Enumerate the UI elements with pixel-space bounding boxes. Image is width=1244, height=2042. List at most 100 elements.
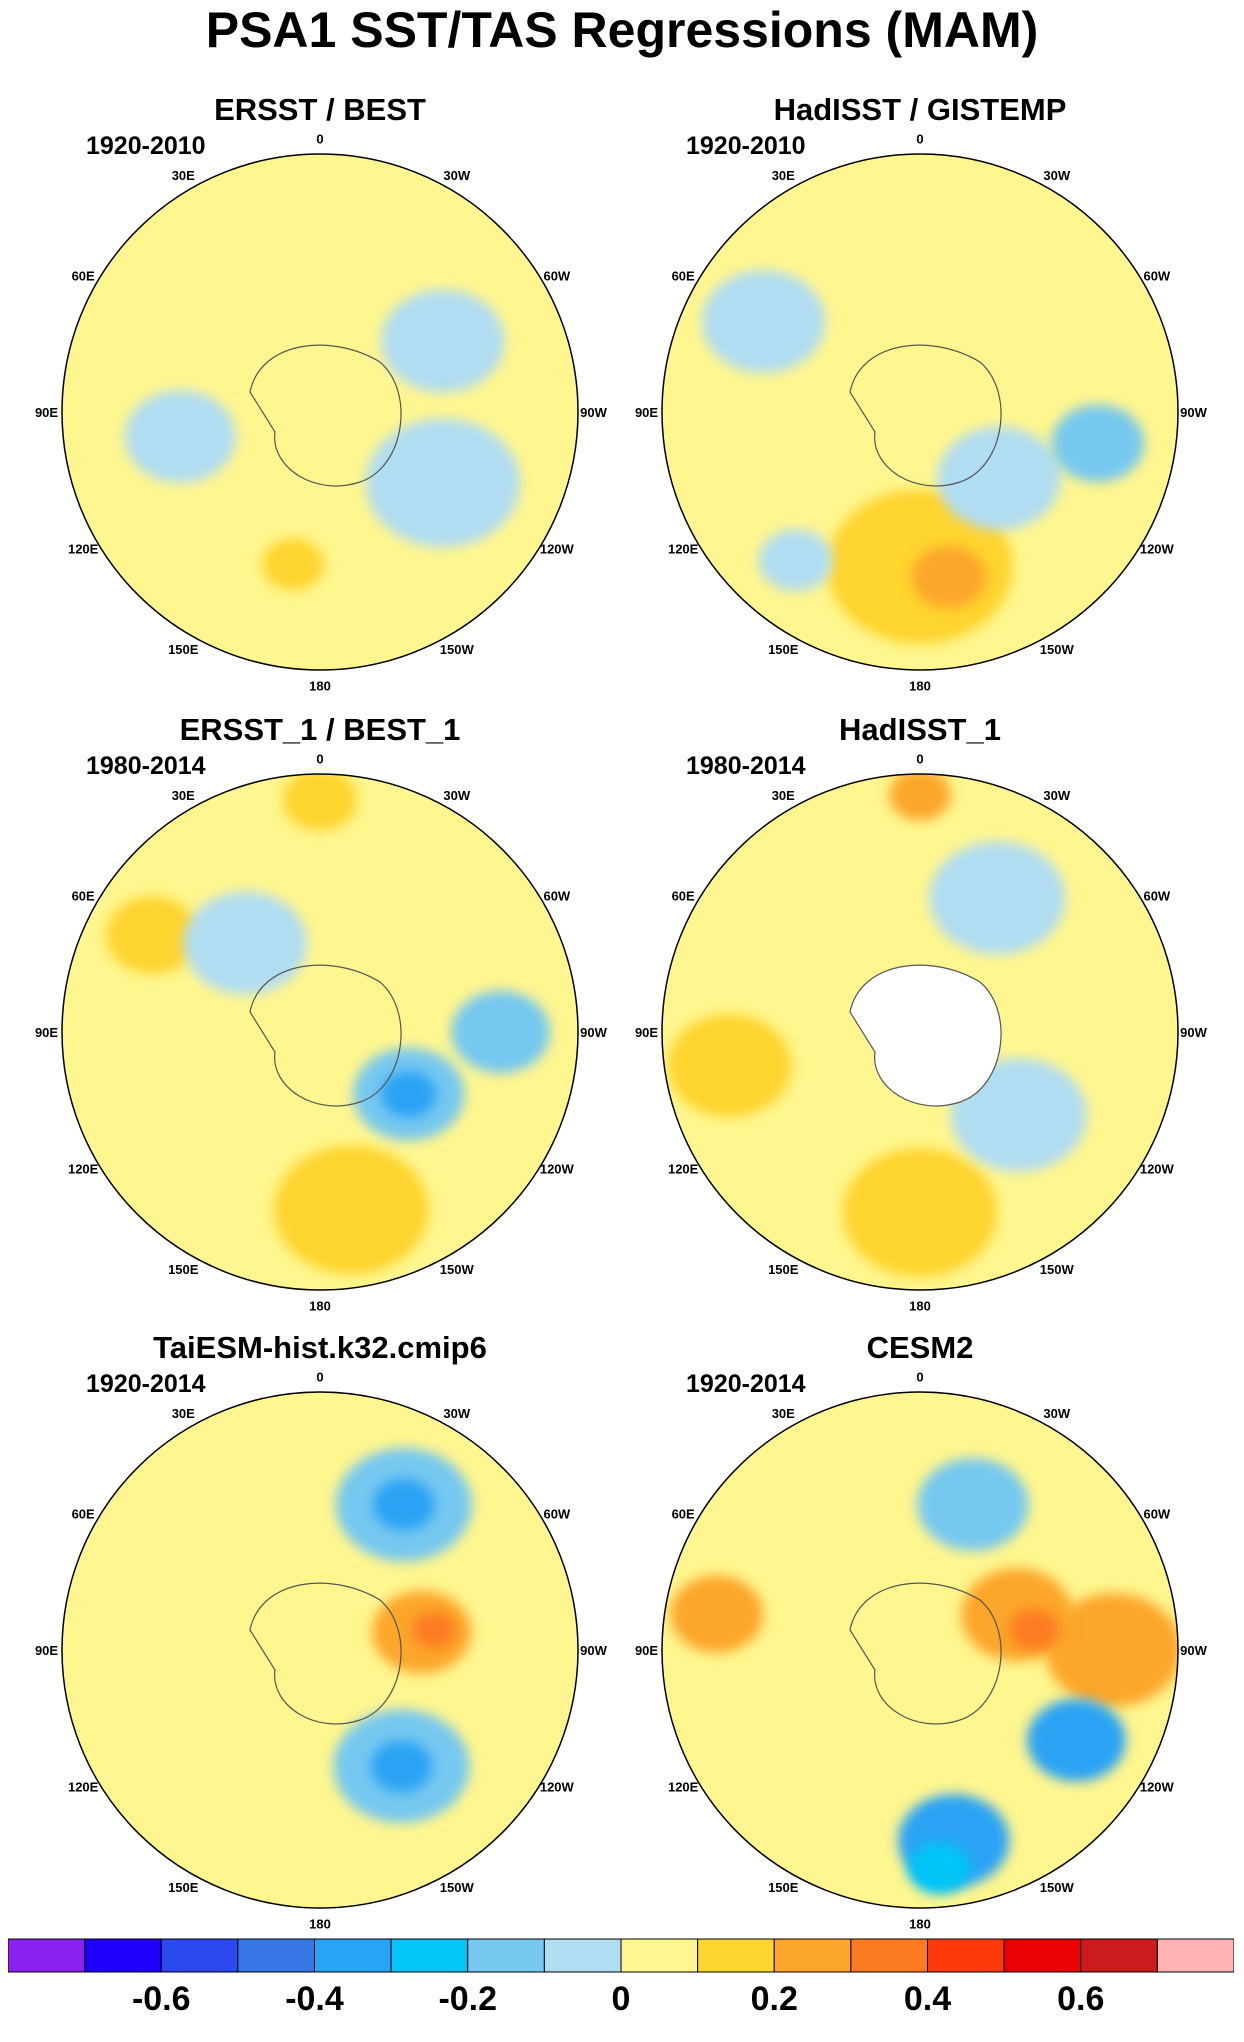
longitude-label: 60E	[672, 1506, 695, 1521]
antarctica-outline	[249, 1582, 402, 1725]
longitude-label: 30E	[172, 168, 195, 183]
longitude-label: 30E	[172, 788, 195, 803]
longitude-label: 120E	[68, 542, 99, 557]
anomaly-region	[667, 1014, 792, 1118]
longitude-label: 0	[316, 752, 323, 767]
antarctica-outline	[849, 964, 1002, 1107]
anomaly-region	[380, 289, 505, 393]
longitude-label: 90E	[35, 1025, 58, 1040]
colorbar-swatch	[237, 1938, 315, 1973]
longitude-label: 120E	[668, 1780, 699, 1795]
anomaly-region	[90, 1612, 245, 1742]
anomaly-region	[380, 1070, 437, 1118]
period-label: 1980-2014	[686, 752, 806, 780]
period-label: 1920-2014	[686, 1370, 806, 1398]
longitude-label: 150W	[440, 1880, 475, 1895]
longitude-label: 90W	[1180, 1643, 1207, 1658]
longitude-label: 90W	[1180, 405, 1207, 420]
colorbar-swatch	[1080, 1938, 1158, 1973]
map-border	[61, 153, 579, 671]
map-border	[661, 1391, 1179, 1909]
longitude-label: 30E	[172, 1406, 195, 1421]
colorbar-swatch	[697, 1938, 775, 1973]
longitude-label: 90W	[580, 1643, 607, 1658]
longitude-label: 30W	[1043, 788, 1070, 803]
longitude-label: 30W	[1043, 168, 1070, 183]
anomaly-region	[273, 1145, 429, 1275]
polar-map: 0 30E 60E 90E 120E 150E 180 150W 120W 90W 60W 30W	[35, 1370, 608, 1932]
longitude-label: 30W	[443, 1406, 470, 1421]
longitude-label: 180	[909, 1298, 931, 1313]
longitude-label: 150W	[440, 642, 475, 657]
anomaly-region	[908, 1842, 971, 1895]
longitude-label: 150E	[168, 1262, 199, 1277]
anomaly-region	[372, 1478, 435, 1531]
longitude-label: 0	[916, 132, 923, 147]
panel-title: ERSST_1 / BEST_1	[179, 712, 461, 747]
anomaly-region	[1051, 404, 1145, 483]
longitude-label: 120W	[540, 1162, 575, 1177]
panel-title: CESM2	[866, 1330, 974, 1365]
map-panel: ERSST / BEST 0 30E 60E 90E 120E 150E 180 150W 120…	[20, 90, 620, 710]
anomaly-region	[917, 1458, 1029, 1551]
antarctica-outline	[849, 1582, 1002, 1725]
map-panel: HadISST_1 0 30E 60E 90E 120E 150E 180 150W 120W 90…	[620, 710, 1220, 1330]
anomaly-region	[670, 1575, 764, 1653]
colorbar-swatch	[850, 1938, 928, 1973]
longitude-label: 90E	[35, 1643, 58, 1658]
longitude-label: 60E	[72, 888, 95, 903]
anomaly-region	[262, 538, 325, 591]
polar-map: 0 30E 60E 90E 120E 150E 180 150W 120W 90W 60W 30W	[35, 752, 608, 1314]
colorbar	[8, 1938, 1234, 1973]
period-label: 1920-2010	[686, 132, 806, 160]
longitude-label: 150E	[168, 642, 199, 657]
longitude-label: 150E	[768, 1880, 799, 1895]
anomaly-region	[365, 418, 521, 548]
anomaly-region	[124, 390, 236, 484]
map-panel: CESM2 0 30E 60E 90E 120E 150E 180 150W 120W 90W 60W…	[620, 1328, 1220, 1948]
anomaly-region	[758, 529, 833, 592]
antarctica-outline	[849, 344, 1002, 487]
map-border	[61, 1391, 579, 1909]
map-border	[61, 773, 579, 1291]
colorbar-swatch	[390, 1938, 469, 1973]
period-label: 1920-2010	[86, 132, 206, 160]
longitude-label: 30E	[772, 168, 795, 183]
longitude-label: 30W	[1043, 1406, 1070, 1421]
colorbar-label: 0.4	[903, 1980, 952, 2018]
longitude-label: 120E	[668, 1162, 699, 1177]
polar-map: 0 30E 60E 90E 120E 150E 180 150W 120W 90W 60W 30W	[35, 132, 608, 694]
longitude-label: 60E	[672, 888, 695, 903]
longitude-label: 0	[316, 1370, 323, 1385]
anomaly-region	[412, 1611, 457, 1648]
colorbar-label: -0.6	[131, 1980, 191, 2018]
longitude-label: 150W	[1040, 642, 1075, 657]
longitude-label: 0	[916, 1370, 923, 1385]
anomaly-region	[370, 1740, 433, 1793]
anomaly-region	[889, 774, 951, 821]
antarctica-outline	[249, 344, 402, 487]
antarctica-outline	[249, 964, 402, 1107]
longitude-label: 90E	[635, 1643, 658, 1658]
longitude-label: 180	[309, 1298, 331, 1313]
longitude-label: 60W	[1143, 888, 1170, 903]
colorbar-label: -0.4	[285, 1980, 344, 2018]
map-panel: ERSST_1 / BEST_1 0 30E 60E 90E 120E 150E 180 150…	[20, 710, 620, 1330]
colorbar-swatch	[620, 1938, 699, 1973]
longitude-label: 30W	[443, 788, 470, 803]
longitude-label: 150E	[768, 642, 799, 657]
anomaly-region	[842, 1148, 998, 1278]
colorbar-swatch	[314, 1938, 392, 1973]
longitude-label: 0	[316, 132, 323, 147]
period-label: 1980-2014	[86, 752, 206, 780]
period-label: 1920-2014	[86, 1370, 206, 1398]
longitude-label: 120W	[540, 1780, 575, 1795]
longitude-label: 30W	[443, 168, 470, 183]
longitude-label: 60W	[543, 268, 570, 283]
longitude-label: 150W	[440, 1262, 475, 1277]
map-panel: TaiESM-hist.k32.cmip6 0 30E 60E 90E 120E 150E 1…	[20, 1328, 620, 1948]
anomaly-region	[1045, 1593, 1178, 1707]
anomaly-region	[282, 774, 358, 831]
longitude-label: 60E	[72, 268, 95, 283]
panel-title: ERSST / BEST	[214, 92, 426, 127]
